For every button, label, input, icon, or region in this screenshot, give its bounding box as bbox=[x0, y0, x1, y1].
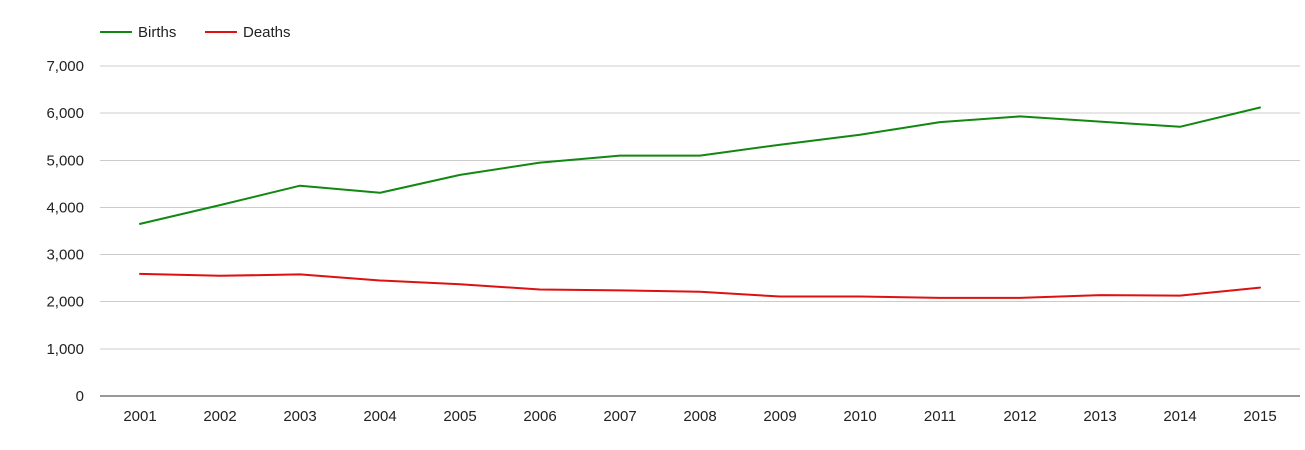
data-point-births bbox=[1259, 106, 1261, 108]
data-point-births bbox=[139, 223, 141, 225]
data-point-births bbox=[539, 162, 541, 164]
series-births bbox=[139, 106, 1261, 225]
x-tick-label: 2009 bbox=[763, 408, 796, 425]
data-point-deaths bbox=[379, 280, 381, 282]
series-deaths bbox=[139, 272, 1261, 299]
data-point-deaths bbox=[859, 296, 861, 298]
legend-item-births: Births bbox=[100, 24, 176, 41]
data-point-births bbox=[619, 155, 621, 157]
gridlines bbox=[100, 65, 1300, 397]
y-tick-label: 7,000 bbox=[46, 58, 84, 75]
x-tick-label: 2010 bbox=[843, 408, 876, 425]
y-tick-label: 6,000 bbox=[46, 105, 84, 122]
data-point-deaths bbox=[619, 289, 621, 291]
x-tick-label: 2004 bbox=[363, 408, 396, 425]
legend-label: Births bbox=[138, 24, 176, 41]
x-tick-label: 2013 bbox=[1083, 408, 1116, 425]
y-tick-label: 4,000 bbox=[46, 199, 84, 216]
x-tick-label: 2007 bbox=[603, 408, 636, 425]
x-tick-label: 2008 bbox=[683, 408, 716, 425]
data-point-births bbox=[459, 174, 461, 176]
y-tick-label: 5,000 bbox=[46, 152, 84, 169]
data-point-births bbox=[779, 144, 781, 146]
data-point-births bbox=[219, 204, 221, 206]
legend-label: Deaths bbox=[243, 24, 291, 41]
data-point-deaths bbox=[139, 273, 141, 275]
x-tick-label: 2015 bbox=[1243, 408, 1276, 425]
data-point-deaths bbox=[939, 297, 941, 299]
data-point-deaths bbox=[219, 275, 221, 277]
x-tick-label: 2014 bbox=[1163, 408, 1196, 425]
x-tick-label: 2006 bbox=[523, 408, 556, 425]
data-point-deaths bbox=[1019, 297, 1021, 299]
data-point-deaths bbox=[539, 288, 541, 290]
data-point-births bbox=[1019, 115, 1021, 117]
data-point-deaths bbox=[779, 296, 781, 298]
x-tick-label: 2012 bbox=[1003, 408, 1036, 425]
x-tick-label: 2002 bbox=[203, 408, 236, 425]
data-point-births bbox=[1099, 121, 1101, 123]
y-tick-label: 1,000 bbox=[46, 341, 84, 358]
x-tick-label: 2005 bbox=[443, 408, 476, 425]
legend-item-deaths: Deaths bbox=[205, 24, 291, 41]
y-tick-label: 0 bbox=[76, 388, 84, 405]
x-tick-label: 2011 bbox=[924, 408, 956, 425]
y-tick-label: 2,000 bbox=[46, 294, 84, 311]
data-point-deaths bbox=[699, 291, 701, 293]
legend: Births Deaths bbox=[100, 24, 291, 41]
x-tick-label: 2001 bbox=[123, 408, 156, 425]
data-point-deaths bbox=[1259, 287, 1261, 289]
data-point-births bbox=[379, 192, 381, 194]
data-point-births bbox=[1179, 126, 1181, 128]
data-point-births bbox=[699, 155, 701, 157]
data-point-births bbox=[299, 185, 301, 187]
x-tick-label: 2003 bbox=[283, 408, 316, 425]
y-tick-label: 3,000 bbox=[46, 247, 84, 264]
data-point-deaths bbox=[299, 273, 301, 275]
data-point-deaths bbox=[459, 283, 461, 285]
y-axis-ticks: 0 1,000 2,000 3,000 4,000 5,000 6,000 7,000 bbox=[46, 58, 84, 405]
data-point-births bbox=[859, 134, 861, 136]
series-line-births bbox=[139, 106, 1261, 225]
series-lines bbox=[139, 106, 1261, 299]
x-axis-ticks: 2001 2002 2003 2004 2005 2006 2007 2008 2009 2010… bbox=[123, 408, 1276, 425]
data-point-deaths bbox=[1179, 295, 1181, 297]
series-line-deaths bbox=[139, 272, 1261, 299]
data-point-deaths bbox=[1099, 294, 1101, 296]
data-point-births bbox=[939, 121, 941, 123]
